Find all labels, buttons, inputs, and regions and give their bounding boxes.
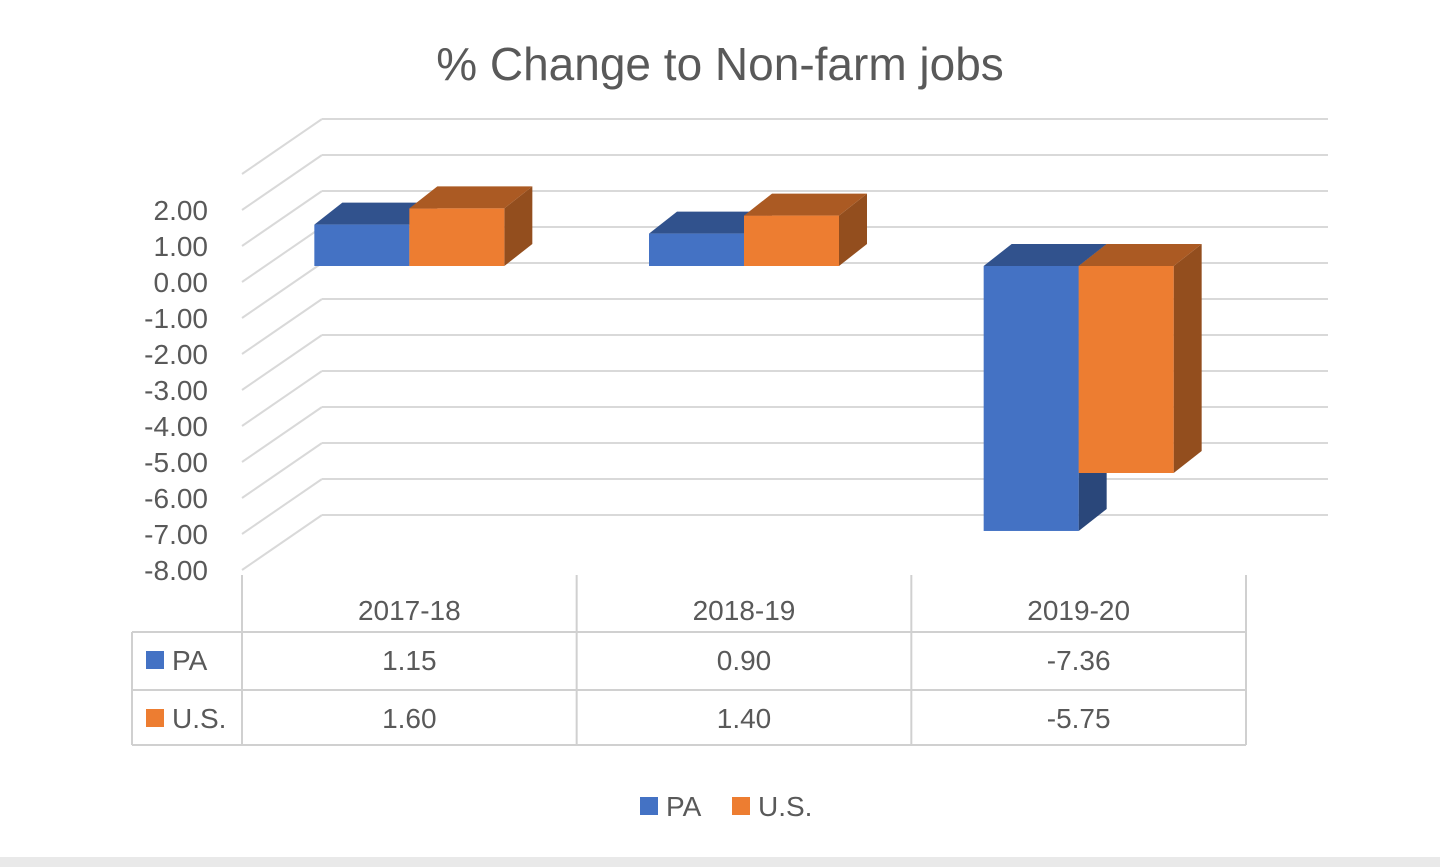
y-tick-label: -3.00 — [144, 375, 208, 406]
bar-us-2017-18 — [409, 186, 533, 266]
gridline-side — [241, 118, 323, 175]
bar-us-2019-20 — [1078, 244, 1202, 473]
legend-label: PA — [666, 791, 702, 822]
data-value-label: -7.36 — [1047, 645, 1111, 676]
legend-swatch — [640, 797, 658, 815]
y-tick-label: -5.00 — [144, 447, 208, 478]
bar-front-face — [1078, 266, 1174, 473]
data-table: 2017-18 2018-19 2019-20 PA 1.15 0.90 -7.36 U.S.… — [131, 575, 1247, 746]
y-tick-label: -1.00 — [144, 303, 208, 334]
bottom-divider — [0, 857, 1440, 867]
bars — [314, 186, 1202, 531]
y-tick-label: -7.00 — [144, 519, 208, 550]
gridline-side — [241, 478, 323, 535]
y-axis-tick-labels: 2.00 1.00 0.00 -1.00 -2.00 -3.00 -4.00 -5.00 -6.… — [144, 195, 208, 586]
bar-front-face — [983, 266, 1079, 531]
legend-label: U.S. — [758, 791, 812, 822]
table-series-label: U.S. — [172, 703, 226, 734]
bar-top-face — [983, 244, 1107, 266]
y-tick-label: 2.00 — [154, 195, 209, 226]
gridline-side — [241, 262, 323, 319]
bar-top-face — [744, 193, 867, 216]
y-tick-label: -8.00 — [144, 555, 208, 586]
bar-top-face — [314, 202, 438, 225]
bar-side-face — [504, 186, 533, 266]
bar-top-face — [1078, 244, 1202, 266]
gridline-side — [241, 334, 323, 391]
legend: PA U.S. — [640, 791, 812, 822]
y-tick-label: -6.00 — [144, 483, 208, 514]
bar-front-face — [744, 215, 839, 266]
chart-title: % Change to Non-farm jobs — [436, 38, 1004, 90]
y-tick-label: 0.00 — [154, 267, 209, 298]
bar-top-face — [409, 186, 533, 209]
data-value-label: 1.60 — [382, 703, 437, 734]
bar-front-face — [649, 233, 744, 266]
bar-us-2018-19 — [744, 193, 867, 266]
y-tick-label: -4.00 — [144, 411, 208, 442]
data-value-label: 1.15 — [382, 645, 437, 676]
gridline-side — [241, 442, 323, 499]
x-category-label: 2018-19 — [693, 595, 796, 626]
gridline-side — [241, 370, 323, 427]
data-value-label: -5.75 — [1047, 703, 1111, 734]
bar-side-face — [1173, 244, 1202, 473]
bar-front-face — [409, 208, 505, 266]
data-value-label: 1.40 — [717, 703, 772, 734]
y-tick-label: 1.00 — [154, 231, 209, 262]
table-legend-swatch — [146, 651, 164, 669]
gridline-side — [241, 154, 323, 211]
x-category-label: 2019-20 — [1027, 595, 1130, 626]
gridline-side — [241, 406, 323, 463]
gridline-side — [241, 298, 323, 355]
bar-top-face — [649, 211, 772, 234]
table-legend-swatch — [146, 709, 164, 727]
table-series-label: PA — [172, 645, 208, 676]
gridline-side — [241, 226, 323, 283]
gridline-side — [241, 514, 323, 571]
data-value-label: 0.90 — [717, 645, 772, 676]
y-tick-label: -2.00 — [144, 339, 208, 370]
gridline-side — [241, 190, 323, 247]
legend-swatch — [732, 797, 750, 815]
bar-side-face — [839, 193, 867, 266]
bar-front-face — [314, 224, 410, 266]
x-category-label: 2017-18 — [358, 595, 461, 626]
